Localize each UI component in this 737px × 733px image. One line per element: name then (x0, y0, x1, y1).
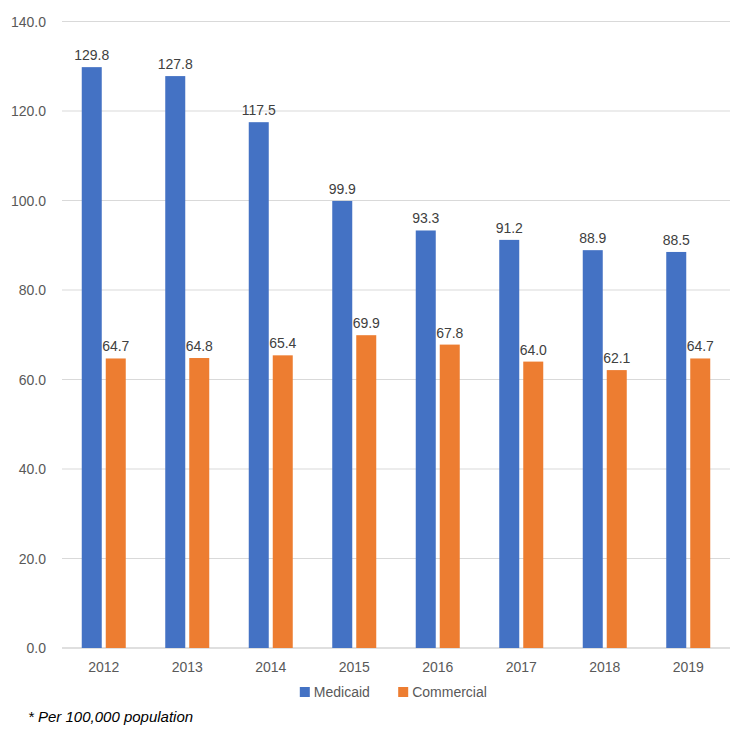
data-labels: 129.8 64.7 127.8 64.8 117.5 65.4 99.9 69.9 93.3 6… (74, 47, 714, 366)
data-label: 67.8 (436, 325, 463, 341)
grid-line (62, 648, 730, 649)
data-label: 127.8 (158, 56, 193, 72)
x-tick-label: 2014 (255, 659, 286, 675)
data-label: 129.8 (74, 47, 109, 63)
data-label: 64.7 (102, 338, 129, 354)
bars (82, 67, 711, 648)
bar (249, 122, 269, 648)
y-tick-label: 140.0 (11, 14, 46, 30)
grid-line (62, 200, 730, 201)
data-label: 64.8 (186, 338, 213, 354)
data-label: 69.9 (353, 315, 380, 331)
bar (356, 335, 376, 648)
grid-line (62, 290, 730, 291)
data-label: 64.7 (687, 338, 714, 354)
bar (82, 67, 102, 648)
bar (583, 250, 603, 648)
x-tick-label: 2016 (422, 659, 453, 675)
data-label: 65.4 (269, 335, 296, 351)
data-label: 99.9 (329, 181, 356, 197)
data-label: 93.3 (412, 210, 439, 226)
grid-line (62, 111, 730, 112)
y-tick-label: 20.0 (19, 551, 46, 567)
y-tick-label: 0.0 (27, 640, 47, 656)
chart: 0.0 20.0 40.0 60.0 80.0 100.0 120.0 140.0 129.8 6… (0, 0, 737, 733)
y-tick-label: 80.0 (19, 282, 46, 298)
legend-label: Commercial (412, 684, 487, 700)
data-label: 117.5 (242, 102, 276, 118)
bar (666, 252, 686, 648)
bar (690, 358, 710, 648)
legend-swatch (300, 687, 310, 697)
bar (499, 240, 519, 648)
legend-label: Medicaid (314, 684, 370, 700)
legend-swatch (398, 687, 408, 697)
bar (165, 76, 185, 648)
y-tick-label: 40.0 (19, 461, 46, 477)
legend: Medicaid Commercial (300, 684, 487, 700)
x-tick-label: 2015 (339, 659, 370, 675)
grid-line (62, 379, 730, 380)
bar (416, 230, 436, 648)
y-tick-label: 120.0 (11, 103, 46, 119)
bar (189, 358, 209, 648)
data-label: 88.5 (663, 232, 690, 248)
grid-line (62, 21, 730, 22)
y-tick-label: 60.0 (19, 372, 46, 388)
data-label: 64.0 (520, 342, 547, 358)
bar (440, 345, 460, 648)
grid-line (62, 469, 730, 470)
x-tick-label: 2019 (673, 659, 704, 675)
x-tick-label: 2012 (88, 659, 119, 675)
data-label: 91.2 (496, 220, 523, 236)
y-tick-label: 100.0 (11, 193, 46, 209)
data-label: 62.1 (603, 350, 630, 366)
x-tick-label: 2017 (506, 659, 537, 675)
x-tick-label: 2013 (172, 659, 203, 675)
bar (523, 362, 543, 648)
bar (607, 370, 627, 648)
bar (332, 201, 352, 648)
data-label: 88.9 (579, 230, 606, 246)
bar (273, 355, 293, 648)
bar (106, 358, 126, 648)
x-tick-label: 2018 (589, 659, 620, 675)
footnote: * Per 100,000 population (28, 708, 193, 725)
grid-line (62, 558, 730, 559)
